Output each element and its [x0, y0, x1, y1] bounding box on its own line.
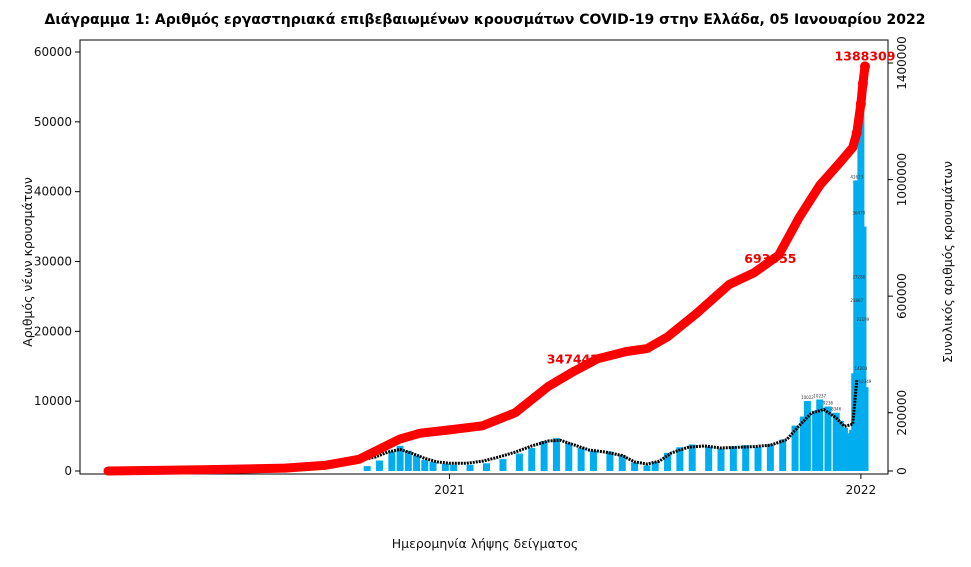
bar-value-label: 36479: [852, 210, 865, 215]
bar: [742, 445, 750, 471]
bar: [717, 448, 725, 471]
bar: [413, 455, 421, 471]
bar: [499, 459, 507, 471]
bar: [812, 410, 820, 471]
bar: [429, 461, 437, 471]
cumulative-point: [855, 98, 866, 109]
bar-value-label: 14203: [855, 366, 868, 371]
bar-value-label: 23887: [850, 298, 863, 303]
bar: [779, 439, 787, 471]
cumulative-annotation: 347442: [547, 352, 599, 367]
bar: [791, 425, 799, 471]
moving-average-line: [140, 380, 859, 472]
left-y-tick-label: 10000: [34, 394, 72, 408]
right-y-tick-label: 0: [895, 467, 909, 475]
bar: [540, 440, 548, 471]
bar: [688, 444, 696, 471]
bar: [766, 444, 774, 471]
x-axis-label: Ημερομηνία λήψης δείγματος: [392, 536, 579, 551]
left-y-tick-label: 50000: [34, 115, 72, 129]
right-y-axis-label: Συνολικός αριθμός κρουσμάτων: [940, 161, 955, 363]
bar: [836, 420, 844, 471]
bar: [832, 412, 840, 471]
bar: [565, 443, 573, 471]
cumulative-line: [103, 61, 870, 476]
right-y-tick-label: 600000: [895, 273, 909, 319]
bar: [729, 446, 737, 471]
bar-value-label: 8346: [831, 407, 842, 412]
cumulative-point: [860, 61, 870, 72]
bar-value-label: 21199: [857, 317, 870, 322]
bar-value-label: 41613: [850, 174, 863, 179]
bar: [651, 461, 659, 471]
bar: [421, 459, 429, 471]
bar: [577, 447, 585, 471]
cumulative-point: [857, 78, 868, 89]
bar: [404, 450, 412, 471]
bar: [450, 464, 458, 471]
bar: [643, 465, 651, 471]
bar-value-label: 10237: [813, 394, 826, 399]
right-y-tick-label: 200000: [895, 390, 909, 436]
bar: [676, 447, 684, 471]
right-y-tick-label: 1000000: [895, 153, 909, 206]
bar: [799, 416, 807, 471]
x-tick-label: 2022: [846, 483, 877, 497]
bar: [664, 452, 672, 471]
right-y-tick-label: 1400000: [895, 36, 909, 89]
bar: [705, 446, 713, 471]
left-y-tick-label: 0: [64, 464, 72, 478]
bar-value-label: 12349: [859, 379, 872, 384]
bar: [824, 406, 832, 471]
bar: [515, 453, 523, 471]
bar: [859, 226, 867, 471]
bar: [606, 451, 614, 471]
left-y-tick-label: 20000: [34, 324, 72, 338]
bar: [483, 463, 490, 471]
bar: [466, 464, 474, 471]
plot-frame: [79, 39, 889, 475]
cumulative-annotation: 1388309: [835, 48, 896, 63]
bar: [631, 462, 639, 471]
bar: [589, 450, 597, 471]
cumulative-annotation: 693355: [744, 251, 796, 266]
bar: [845, 433, 853, 471]
bar: [803, 401, 811, 471]
bar: [441, 464, 449, 471]
x-tick-label: 2021: [434, 483, 465, 497]
left-y-tick-label: 30000: [34, 255, 72, 269]
bar-value-label: 9236: [823, 401, 834, 406]
bar: [618, 454, 626, 471]
bar-value-label: 10022: [801, 395, 814, 400]
left-y-axis-label: Αριθμός νέων κρουσμάτων: [20, 177, 35, 347]
bar: [861, 387, 869, 471]
bar: [754, 447, 762, 471]
bar-value-label: 27286: [852, 274, 865, 279]
bar: [396, 445, 404, 471]
bar: [528, 447, 536, 471]
chart-title: Διάγραμμα 1: Αριθμός εργαστηριακά επιβεβ…: [45, 12, 926, 28]
bar: [376, 460, 384, 471]
bar: [388, 451, 396, 471]
cumulative-point: [851, 127, 862, 138]
left-y-tick-label: 60000: [34, 45, 72, 59]
bar: [816, 399, 824, 471]
bar: [552, 438, 560, 471]
bar: [840, 427, 848, 471]
left-y-tick-label: 40000: [34, 185, 72, 199]
bar: [363, 466, 371, 471]
